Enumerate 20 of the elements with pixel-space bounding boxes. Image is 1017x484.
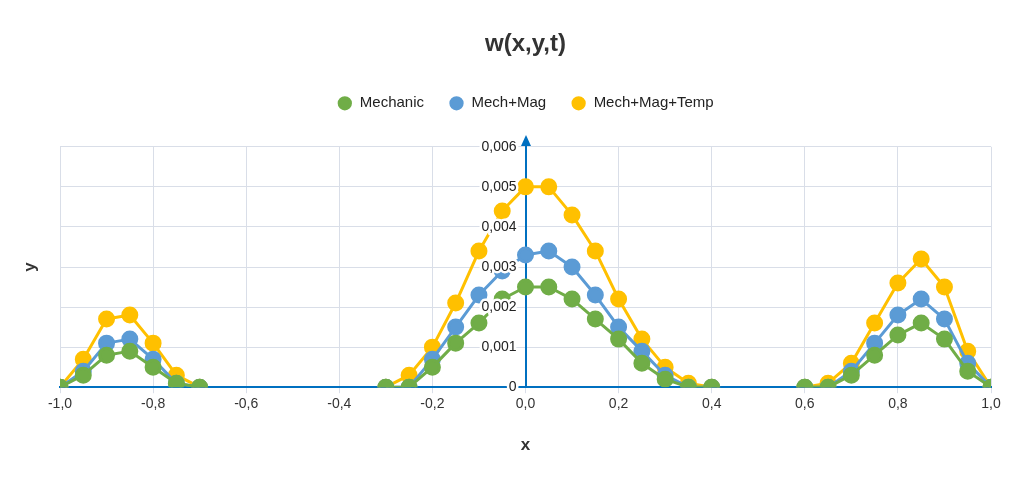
chart-title: w(x,y,t) [484,29,566,57]
x-tick-label: 0,2 [608,395,629,412]
x-tick-label: -0,2 [420,395,445,412]
legend-label: Mech+Mag [471,93,547,111]
x-axis-title: x [520,434,531,454]
x-tick-label: 0,6 [795,395,815,412]
x-tick-label: 0,0 [515,395,536,412]
y-tick-label: 0,006 [481,137,517,154]
x-tick-label: -0,6 [234,395,259,412]
x-tick-label: 0,4 [701,395,722,412]
x-tick-label: 0,8 [888,395,908,412]
x-tick-label: 1,0 [981,395,1001,412]
x-tick-label: -1,0 [47,395,73,412]
legend-label: Mechanic [359,93,425,111]
x-tick-label: -0,8 [141,395,166,412]
y-axis-title: y [19,261,39,272]
legend-label: Mech+Mag+Temp [593,93,714,111]
y-tick-label: 0,005 [481,177,517,194]
x-tick-label: -0,4 [327,395,352,412]
y-tick-label: 0,001 [481,337,517,354]
